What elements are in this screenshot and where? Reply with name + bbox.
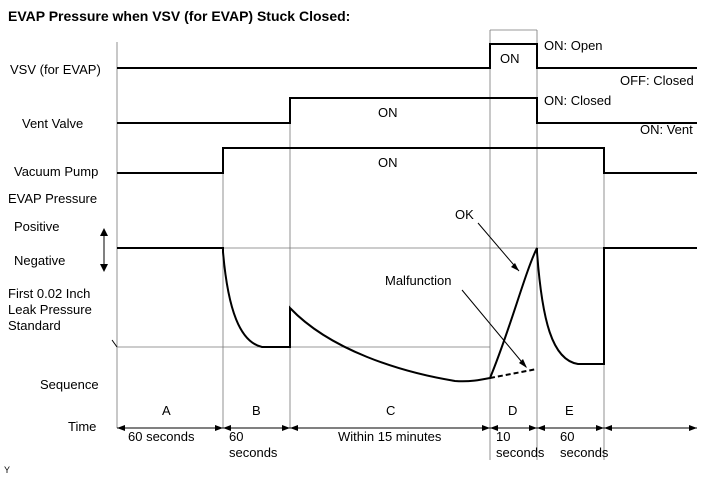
phase-e-label: E: [565, 403, 574, 418]
ok-annotation: OK: [455, 207, 474, 222]
evap-pressure-curve: [117, 247, 697, 383]
phase-grid: [116, 29, 605, 460]
phase-b-label: B: [252, 403, 261, 418]
label-time: Time: [68, 419, 96, 434]
phase-b-duration-2: seconds: [229, 445, 278, 460]
vsv-signal: [117, 43, 697, 69]
pressure-direction-arrow: [100, 228, 108, 272]
malfunction-pointer: [461, 289, 527, 368]
vsv-on-open-label: ON: Open: [544, 38, 603, 53]
phase-d-duration-1: 10: [496, 429, 510, 444]
vent-valve-signal: [117, 97, 697, 124]
label-vent-valve: Vent Valve: [22, 116, 83, 131]
vsv-off-closed-label: OFF: Closed: [620, 73, 694, 88]
phase-d-label: D: [508, 403, 517, 418]
time-axis: [117, 425, 697, 431]
malfunction-annotation: Malfunction: [385, 273, 451, 288]
phase-d-duration-2: seconds: [496, 445, 545, 460]
malfunction-curve: [489, 368, 538, 379]
label-leak-standard-2: Leak Pressure: [8, 302, 92, 317]
phase-e-duration-2: seconds: [560, 445, 609, 460]
label-leak-standard-1: First 0.02 Inch: [8, 286, 90, 301]
vacuum-pump-signal: [117, 147, 697, 174]
phase-b-duration-1: 60: [229, 429, 243, 444]
label-vsv: VSV (for EVAP): [10, 62, 101, 77]
vent-on-closed-label: ON: Closed: [544, 93, 611, 108]
phase-c-label: C: [386, 403, 395, 418]
vsv-on-label: ON: [500, 51, 520, 66]
label-sequence: Sequence: [40, 377, 99, 392]
diagram-title: EVAP Pressure when VSV (for EVAP) Stuck …: [8, 8, 350, 24]
phase-e-duration-1: 60: [560, 429, 574, 444]
label-positive: Positive: [14, 219, 60, 234]
vent-on-vent-label: ON: Vent: [640, 122, 693, 137]
label-vacuum-pump: Vacuum Pump: [14, 164, 98, 179]
leak-standard-pointer: [111, 339, 118, 348]
phase-c-duration: Within 15 minutes: [338, 429, 442, 444]
phase-a-duration: 60 seconds: [128, 429, 195, 444]
label-negative: Negative: [14, 253, 65, 268]
ok-pointer: [477, 222, 520, 272]
ok-arrowhead: [511, 263, 519, 271]
label-evap-pressure: EVAP Pressure: [8, 191, 97, 206]
vent-valve-on-label: ON: [378, 105, 398, 120]
footnote-label: Y: [4, 465, 10, 475]
label-leak-standard-3: Standard: [8, 318, 61, 333]
phase-a-label: A: [162, 403, 171, 418]
malfunction-arrowhead: [519, 359, 527, 368]
vacuum-pump-on-label: ON: [378, 155, 398, 170]
